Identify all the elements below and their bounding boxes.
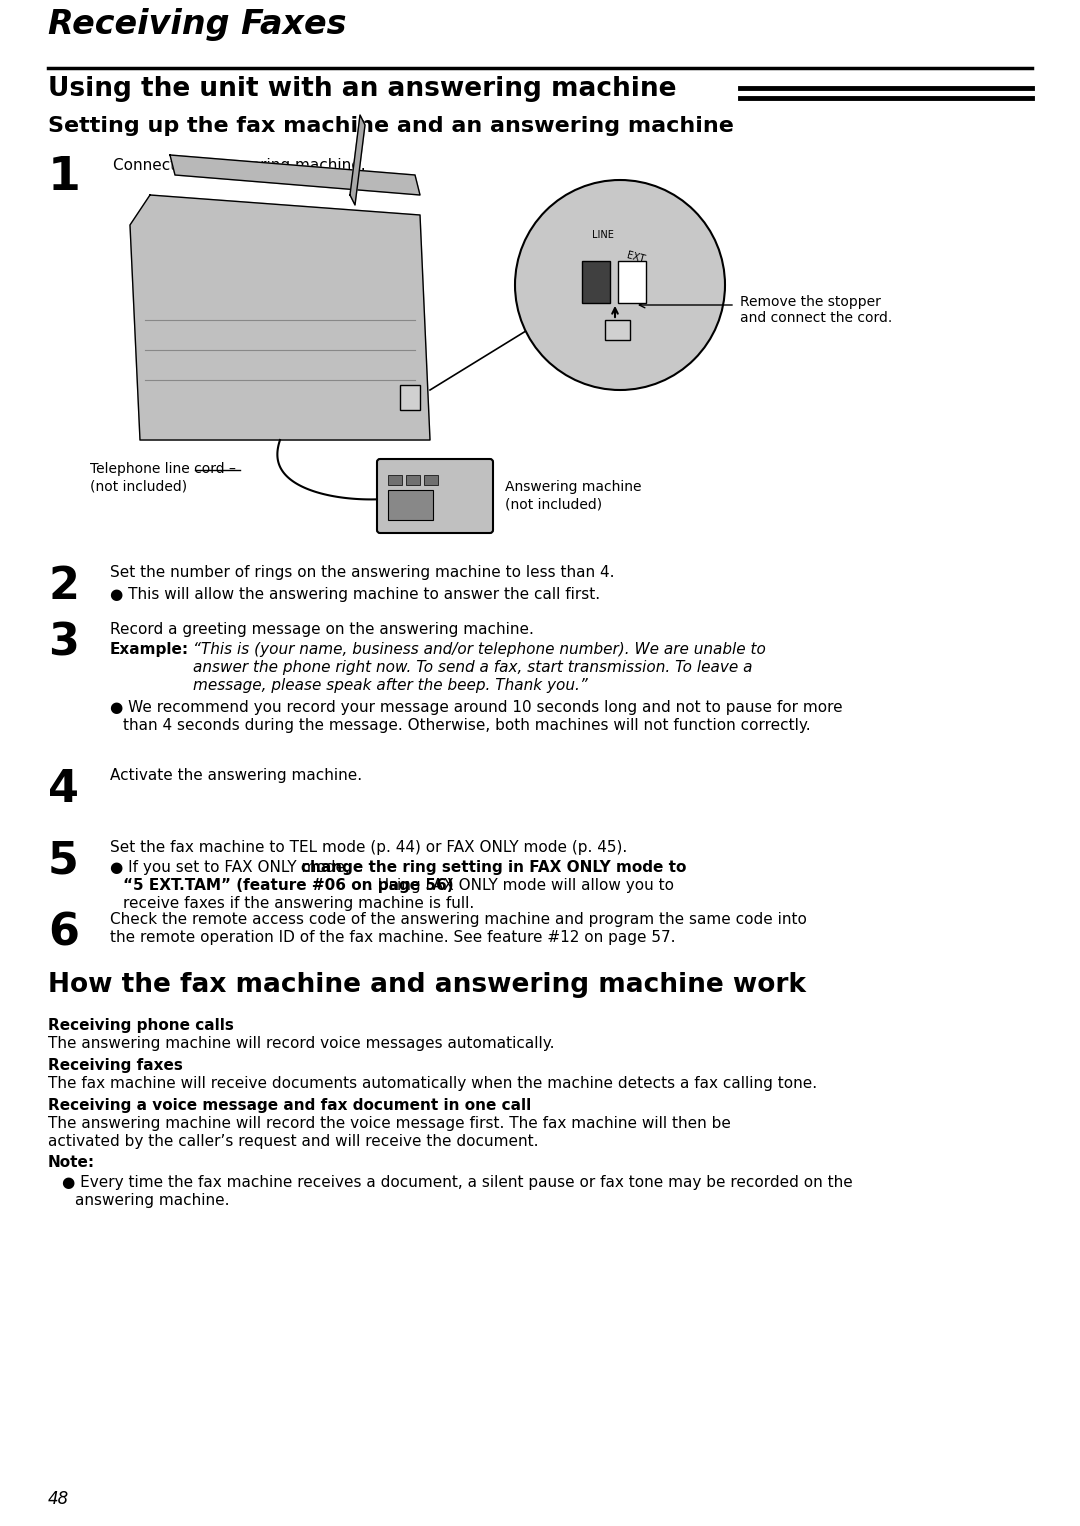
Text: change the ring setting in FAX ONLY mode to: change the ring setting in FAX ONLY mode…: [300, 861, 686, 874]
Polygon shape: [130, 195, 430, 439]
Text: Note:: Note:: [48, 1155, 95, 1170]
Text: Answering machine: Answering machine: [505, 481, 642, 494]
Bar: [618, 261, 646, 304]
Text: “This is (your name, business and/or telephone number). We are unable to: “This is (your name, business and/or tel…: [193, 642, 766, 658]
Text: How the fax machine and answering machine work: How the fax machine and answering machin…: [48, 972, 806, 998]
Text: The fax machine will receive documents automatically when the machine detects a : The fax machine will receive documents a…: [48, 1076, 818, 1091]
Text: (not included): (not included): [505, 497, 603, 513]
Bar: [406, 475, 420, 485]
Text: LINE: LINE: [592, 230, 613, 240]
Text: answer the phone right now. To send a fax, start transmission. To leave a: answer the phone right now. To send a fa…: [193, 661, 753, 674]
Bar: [388, 490, 433, 520]
Text: activated by the caller’s request and will receive the document.: activated by the caller’s request and wi…: [48, 1134, 539, 1149]
Text: message, please speak after the beep. Thank you.”: message, please speak after the beep. Th…: [193, 678, 588, 693]
Text: 5: 5: [48, 839, 79, 884]
FancyBboxPatch shape: [377, 459, 492, 533]
Text: ● If you set to FAX ONLY mode,: ● If you set to FAX ONLY mode,: [110, 861, 354, 874]
Text: Remove the stopper
and connect the cord.: Remove the stopper and connect the cord.: [740, 295, 892, 325]
Text: than 4 seconds during the message. Otherwise, both machines will not function co: than 4 seconds during the message. Other…: [123, 719, 811, 732]
Text: Set the fax machine to TEL mode (p. 44) or FAX ONLY mode (p. 45).: Set the fax machine to TEL mode (p. 44) …: [110, 839, 627, 855]
Text: 1: 1: [48, 156, 81, 200]
Text: The answering machine will record voice messages automatically.: The answering machine will record voice …: [48, 1036, 554, 1051]
Text: . Using FAX ONLY mode will allow you to: . Using FAX ONLY mode will allow you to: [368, 877, 674, 893]
Text: ● Every time the fax machine receives a document, a silent pause or fax tone may: ● Every time the fax machine receives a …: [62, 1175, 853, 1190]
Text: 3: 3: [48, 623, 79, 665]
Circle shape: [515, 180, 725, 391]
Text: Receiving Faxes: Receiving Faxes: [48, 8, 347, 41]
Text: Receiving a voice message and fax document in one call: Receiving a voice message and fax docume…: [48, 1099, 531, 1112]
Polygon shape: [170, 156, 420, 195]
Text: Record a greeting message on the answering machine.: Record a greeting message on the answeri…: [110, 623, 534, 636]
Text: Receiving phone calls: Receiving phone calls: [48, 1018, 234, 1033]
Text: ● We recommend you record your message around 10 seconds long and not to pause f: ● We recommend you record your message a…: [110, 700, 842, 716]
Text: 6: 6: [48, 913, 79, 955]
Text: Set the number of rings on the answering machine to less than 4.: Set the number of rings on the answering…: [110, 565, 615, 580]
Text: 2: 2: [48, 565, 79, 607]
Text: “5 EXT.TAM” (feature #06 on page 56): “5 EXT.TAM” (feature #06 on page 56): [123, 877, 454, 893]
Bar: [424, 475, 438, 485]
Text: Activate the answering machine.: Activate the answering machine.: [110, 768, 362, 783]
Text: EXT: EXT: [625, 250, 646, 264]
Text: (not included): (not included): [90, 481, 187, 494]
Text: 4: 4: [48, 768, 79, 810]
Text: receive faxes if the answering machine is full.: receive faxes if the answering machine i…: [123, 896, 474, 911]
Text: 48: 48: [48, 1489, 69, 1508]
Text: Example:: Example:: [110, 642, 189, 658]
Bar: [400, 385, 420, 410]
Polygon shape: [350, 114, 365, 204]
Text: Setting up the fax machine and an answering machine: Setting up the fax machine and an answer…: [48, 116, 734, 136]
Bar: [605, 320, 630, 340]
Text: Connect the answering machine.: Connect the answering machine.: [113, 159, 366, 172]
Bar: [582, 261, 610, 304]
Text: The answering machine will record the voice message first. The fax machine will : The answering machine will record the vo…: [48, 1116, 731, 1131]
Text: Telephone line cord –: Telephone line cord –: [90, 462, 235, 476]
Text: Using the unit with an answering machine: Using the unit with an answering machine: [48, 76, 676, 102]
Bar: [388, 475, 402, 485]
Text: the remote operation ID of the fax machine. See feature #12 on page 57.: the remote operation ID of the fax machi…: [110, 929, 675, 945]
Text: ● This will allow the answering machine to answer the call first.: ● This will allow the answering machine …: [110, 588, 600, 601]
Text: Check the remote access code of the answering machine and program the same code : Check the remote access code of the answ…: [110, 913, 807, 926]
Text: Receiving faxes: Receiving faxes: [48, 1058, 183, 1073]
Text: answering machine.: answering machine.: [75, 1193, 229, 1209]
